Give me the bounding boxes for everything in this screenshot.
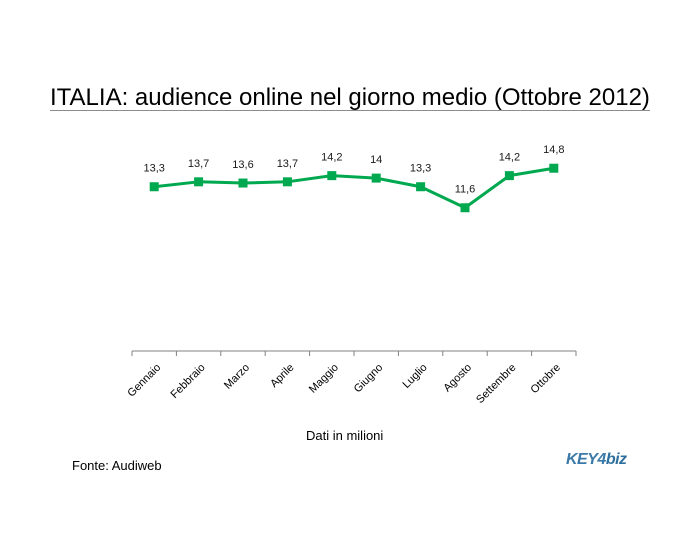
data-point	[460, 203, 470, 213]
data-label: 13,6	[232, 159, 253, 171]
data-point	[282, 177, 292, 187]
chart-title: ITALIA: audience online nel giorno medio…	[50, 84, 650, 111]
key4biz-logo: KEY4biz	[566, 451, 627, 469]
series-line-layer	[154, 166, 555, 210]
data-point	[371, 173, 381, 183]
logo-four-text: 4	[597, 451, 606, 468]
source-note: Fonte: Audiweb	[72, 458, 162, 473]
data-label: 14,2	[321, 152, 342, 164]
units-note: Dati in milioni	[306, 428, 384, 443]
data-point	[194, 177, 204, 187]
series-line	[154, 166, 555, 210]
x-tick-label: Maggio	[307, 362, 341, 396]
data-point	[149, 182, 159, 192]
x-tick-label: Gennaio	[125, 362, 163, 400]
data-label: 14,8	[543, 144, 564, 156]
data-label-layer: 13,3 13,7 13,6 13,7 14,2 14 13,3 11,6 14,2 14,8	[143, 144, 564, 196]
data-point	[327, 171, 337, 181]
x-tick-label: Ottobre	[528, 362, 562, 396]
x-axis	[131, 350, 577, 356]
data-label: 14	[370, 154, 382, 166]
data-label: 14,2	[499, 152, 520, 164]
data-point	[416, 182, 426, 192]
x-tick-label: Febbraio	[169, 362, 208, 401]
x-tick-label-layer: Gennaio Febbraio Marzo Aprile Maggio Giugno Lu…	[125, 362, 562, 406]
data-label: 13,3	[143, 163, 164, 175]
data-label: 13,7	[277, 158, 298, 170]
data-label: 11,6	[455, 184, 476, 196]
data-label: 13,3	[410, 163, 431, 175]
x-tick-label: Marzo	[222, 362, 252, 392]
x-tick-label: Settembre	[474, 362, 518, 406]
x-tick-label: Aprile	[268, 362, 296, 390]
x-tick-label: Giugno	[352, 362, 386, 396]
logo-key-text: KEY	[566, 451, 598, 468]
data-point	[504, 171, 514, 181]
x-tick-label: Luglio	[400, 362, 429, 391]
title-divider	[50, 110, 650, 111]
logo-biz-text: biz	[605, 451, 627, 468]
data-point	[238, 178, 248, 188]
data-point	[549, 163, 559, 173]
x-tick-label: Agosto	[441, 362, 474, 395]
data-point-layer	[149, 163, 559, 213]
data-label: 13,7	[188, 158, 209, 170]
